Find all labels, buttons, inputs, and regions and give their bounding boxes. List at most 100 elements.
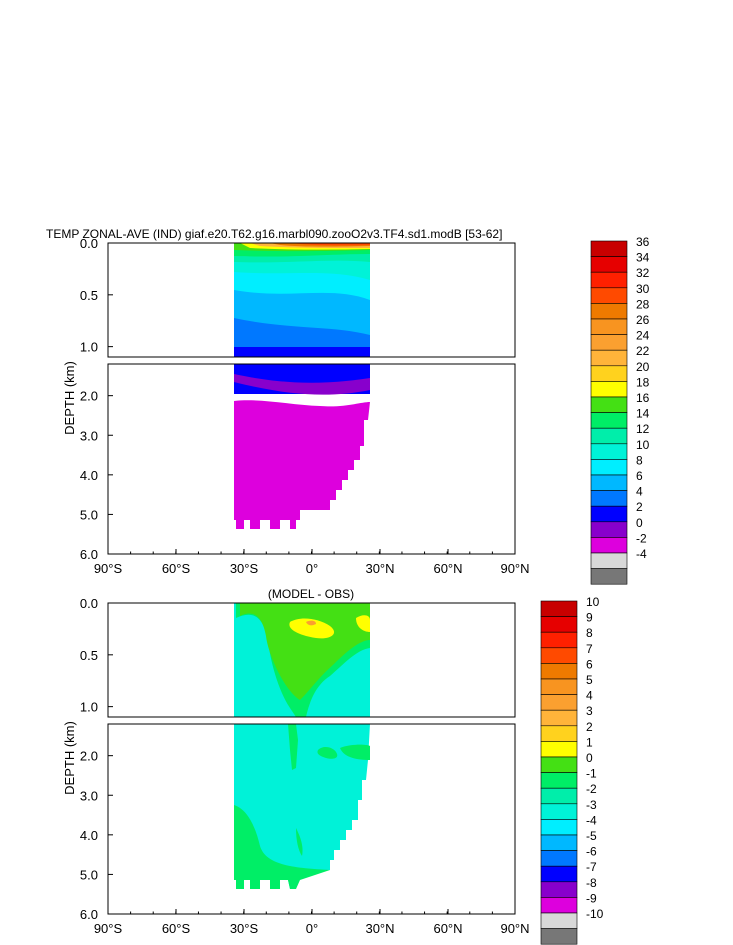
axis-ticks: 90°S 60°S 30°S 0° 30°N 60°N 90°N 0.0 0.5 1.0 2.0 3.… <box>80 236 530 576</box>
y-tick-label: 2.0 <box>80 749 98 764</box>
colorbar-label: 18 <box>636 375 650 389</box>
colorbar-label: 4 <box>586 689 593 703</box>
bias-band <box>234 805 330 889</box>
colorbar-swatch <box>590 287 628 304</box>
chart-title: TEMP ZONAL-AVE (IND) giaf.e20.T62.g16.ma… <box>46 227 502 241</box>
x-tick-label: 60°S <box>162 921 191 936</box>
colorbar-label: 14 <box>636 407 650 421</box>
colorbar-swatch <box>540 631 578 649</box>
axis-ticks: 90°S 60°S 30°S 0° 30°N 60°N 90°N 0.0 0.5 1.0 2.0 3.… <box>80 596 530 936</box>
x-tick-label: 60°N <box>433 561 462 576</box>
colorbar-swatch <box>540 741 578 758</box>
bias-band <box>234 724 370 889</box>
colorbar-label: 2 <box>586 720 593 734</box>
colorbar-swatch <box>590 490 628 507</box>
colorbar-label: -4 <box>586 813 597 827</box>
temp-band <box>234 364 370 379</box>
colorbar-swatch <box>590 303 628 320</box>
colorbar-swatch <box>540 725 578 742</box>
panel-2-lower <box>234 724 370 889</box>
colorbar-label: 24 <box>636 329 650 343</box>
colorbar-label: 8 <box>636 453 643 467</box>
colorbar-label: 12 <box>636 422 650 436</box>
x-tick-label: 60°N <box>433 921 462 936</box>
colorbar-label: 28 <box>636 297 650 311</box>
colorbar-swatch <box>590 474 628 491</box>
temp-band <box>290 243 370 246</box>
colorbar-swatch <box>540 865 578 883</box>
colorbar-swatch <box>590 240 628 257</box>
colorbar-swatch <box>540 694 578 711</box>
colorbar-swatch <box>590 334 628 351</box>
colorbar-label: 5 <box>586 673 593 687</box>
colorbar-swatch <box>590 381 628 398</box>
x-tick-label: 90°S <box>94 561 123 576</box>
colorbar-label: -2 <box>636 531 647 545</box>
chart-subtitle: (MODEL - OBS) <box>268 587 354 601</box>
colorbar-swatch <box>540 616 578 633</box>
y-tick-label: 5.0 <box>80 507 98 522</box>
colorbar-label: 2 <box>636 500 643 514</box>
colorbar-label: 20 <box>636 360 650 374</box>
colorbar-label: 26 <box>636 313 650 327</box>
colorbar-label: 30 <box>636 282 650 296</box>
colorbar-swatch <box>540 772 578 789</box>
bias-band <box>317 746 338 759</box>
x-tick-label: 60°S <box>162 561 191 576</box>
colorbar-swatch <box>590 505 628 523</box>
x-tick-label: 30°N <box>365 561 394 576</box>
x-tick-label: 90°N <box>500 561 529 576</box>
colorbar-label: 4 <box>636 485 643 499</box>
panel-2-axes: 90°S 60°S 30°S 0° 30°N 60°N 90°N 0.0 0.5 1.0 2.0 3.… <box>62 596 530 936</box>
colorbar-swatch <box>540 647 578 664</box>
bias-band <box>306 620 316 626</box>
colorbar-label: 0 <box>586 751 593 765</box>
bias-band <box>289 618 335 639</box>
y-tick-label: 4.0 <box>80 468 98 483</box>
colorbar-label: 8 <box>586 626 593 640</box>
colorbar-label: -1 <box>586 767 597 781</box>
y-tick-label: 3.0 <box>80 788 98 803</box>
x-tick-label: 0° <box>306 561 318 576</box>
x-tick-label: 30°N <box>365 921 394 936</box>
y-tick-label: 5.0 <box>80 867 98 882</box>
panel-1-lower <box>234 364 370 529</box>
colorbar-label: -10 <box>586 907 604 921</box>
y-tick-label: 0.0 <box>80 596 98 611</box>
colorbar-swatch <box>590 349 628 367</box>
colorbar-label: -7 <box>586 860 597 874</box>
panel-1-axes: 90°S 60°S 30°S 0° 30°N 60°N 90°N 0.0 0.5 1.0 2.0 3.… <box>62 236 530 576</box>
bias-band <box>340 744 370 760</box>
colorbar-swatch <box>590 427 628 445</box>
y-tick-label: 6.0 <box>80 547 98 562</box>
x-tick-label: 90°S <box>94 921 123 936</box>
panel-2-upper <box>234 603 370 717</box>
colorbar-label: 22 <box>636 344 650 358</box>
colorbar-swatch <box>540 756 578 773</box>
colorbar-swatch <box>590 271 628 289</box>
y-tick-label: 2.0 <box>80 389 98 404</box>
colorbar-label: 10 <box>636 438 650 452</box>
colorbar-label: -3 <box>586 798 597 812</box>
colorbar-swatch <box>590 521 628 538</box>
x-tick-label: 90°N <box>500 921 529 936</box>
colorbar-swatch <box>540 881 578 898</box>
colorbar-swatch <box>540 600 578 617</box>
colorbar-swatch <box>540 897 578 914</box>
colorbar-label: 1 <box>586 735 593 749</box>
colorbar-swatch <box>540 928 578 945</box>
plot-frame-upper <box>107 242 516 358</box>
y-tick-label: 6.0 <box>80 907 98 922</box>
colorbar-label: 10 <box>586 595 600 609</box>
colorbar-label: 6 <box>636 469 643 483</box>
colorbar-label: 16 <box>636 391 650 405</box>
colorbar-label: -6 <box>586 845 597 859</box>
colorbar-label: 6 <box>586 657 593 671</box>
colorbar-swatch <box>590 537 628 554</box>
colorbar-swatch <box>540 803 578 820</box>
colorbar-swatch <box>590 568 628 585</box>
plot-frame-upper <box>107 602 516 718</box>
y-tick-label: 3.0 <box>80 428 98 443</box>
colorbar-label: -9 <box>586 891 597 905</box>
